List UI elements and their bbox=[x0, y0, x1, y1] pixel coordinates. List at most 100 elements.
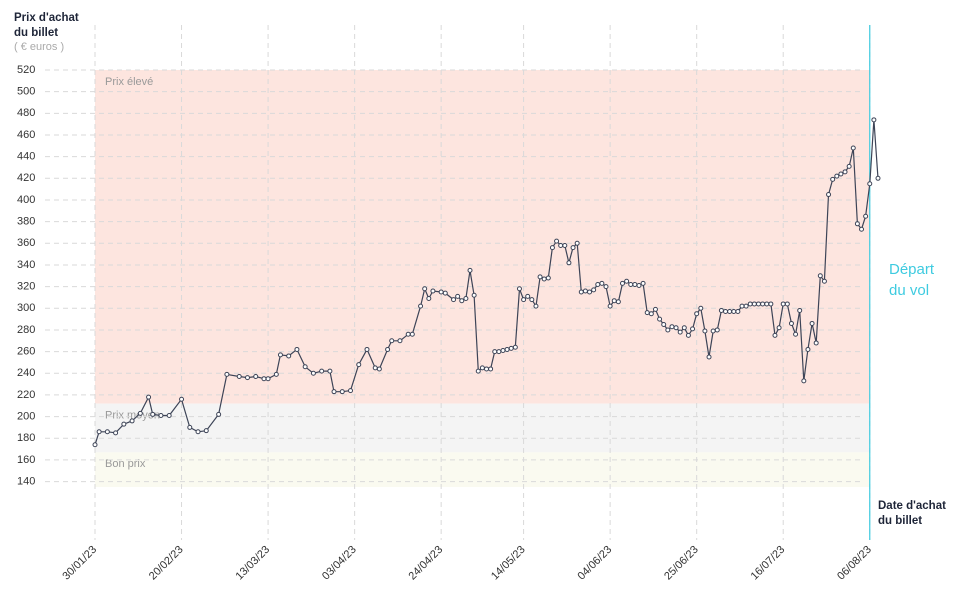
price-point bbox=[389, 338, 395, 344]
price-point bbox=[776, 325, 782, 331]
x-tick-label: 04/06/23 bbox=[576, 544, 615, 583]
price-point bbox=[809, 320, 815, 326]
price-point bbox=[801, 378, 807, 384]
y-tick-label: 500 bbox=[17, 86, 35, 98]
price-point bbox=[566, 260, 572, 266]
price-point bbox=[525, 293, 531, 299]
price-point bbox=[652, 306, 658, 312]
x-axis-label: du billet bbox=[878, 515, 922, 527]
price-point bbox=[595, 281, 601, 287]
price-band bbox=[95, 70, 870, 404]
price-point bbox=[253, 374, 259, 380]
price-point bbox=[137, 410, 143, 416]
price-point bbox=[615, 299, 621, 305]
y-tick-label: 220 bbox=[17, 389, 35, 401]
price-point bbox=[821, 278, 827, 284]
price-point bbox=[409, 331, 415, 337]
price-point bbox=[442, 290, 448, 296]
price-point bbox=[735, 309, 741, 315]
y-tick-label: 460 bbox=[17, 129, 35, 141]
price-point bbox=[859, 226, 865, 232]
price-point bbox=[694, 311, 700, 317]
price-point bbox=[562, 242, 568, 248]
price-point bbox=[554, 238, 560, 244]
price-point bbox=[673, 325, 679, 331]
price-point bbox=[587, 289, 593, 295]
price-point bbox=[418, 303, 424, 309]
price-point bbox=[743, 303, 749, 309]
price-point bbox=[690, 326, 696, 332]
price-point bbox=[310, 370, 316, 376]
x-tick-label: 25/06/23 bbox=[662, 544, 701, 583]
price-point bbox=[327, 368, 333, 374]
price-point bbox=[768, 301, 774, 307]
y-tick-label: 200 bbox=[17, 411, 35, 423]
price-point bbox=[104, 429, 110, 435]
price-point bbox=[772, 332, 778, 338]
price-point bbox=[574, 240, 580, 246]
price-point bbox=[261, 376, 267, 382]
price-point bbox=[422, 286, 428, 292]
y-tick-label: 480 bbox=[17, 107, 35, 119]
price-point bbox=[286, 353, 292, 359]
price-point bbox=[657, 316, 663, 322]
price-point bbox=[451, 297, 457, 303]
price-point bbox=[150, 411, 156, 417]
price-point bbox=[710, 328, 716, 334]
price-point bbox=[648, 311, 654, 317]
y-tick-label: 440 bbox=[17, 151, 35, 163]
price-point bbox=[504, 346, 510, 352]
price-point bbox=[838, 171, 844, 177]
x-tick-label: 20/02/23 bbox=[147, 544, 186, 583]
price-point bbox=[96, 429, 102, 435]
price-point bbox=[488, 366, 494, 372]
price-point bbox=[426, 296, 432, 302]
price-point bbox=[364, 346, 370, 352]
price-point bbox=[484, 366, 489, 372]
price-point bbox=[764, 301, 770, 307]
price-point bbox=[640, 280, 646, 286]
price-point bbox=[755, 301, 761, 307]
price-point bbox=[195, 429, 201, 435]
price-point bbox=[302, 364, 308, 370]
price-point bbox=[706, 354, 712, 360]
price-point bbox=[793, 331, 799, 337]
price-point bbox=[747, 301, 753, 307]
price-point bbox=[723, 309, 729, 315]
price-point bbox=[669, 324, 675, 330]
price-point bbox=[817, 273, 823, 279]
price-point bbox=[545, 275, 551, 281]
price-point bbox=[533, 303, 539, 309]
y-tick-label: 180 bbox=[17, 432, 35, 444]
price-point bbox=[661, 322, 667, 328]
y-tick-label: 360 bbox=[17, 237, 35, 249]
price-point bbox=[500, 348, 506, 354]
price-point bbox=[624, 278, 630, 284]
price-point bbox=[665, 327, 671, 333]
price-point bbox=[277, 352, 283, 358]
y-tick-label: 400 bbox=[17, 194, 35, 206]
price-point bbox=[348, 388, 354, 394]
y-axis-label: du billet bbox=[14, 27, 58, 39]
price-point bbox=[339, 389, 345, 395]
price-point bbox=[875, 175, 881, 181]
price-point bbox=[549, 245, 555, 251]
price-point bbox=[871, 117, 877, 123]
price-point bbox=[537, 274, 543, 280]
x-axis-label: Date d'achat bbox=[878, 500, 946, 512]
price-point bbox=[294, 346, 300, 352]
y-axis-unit: ( € euros ) bbox=[14, 41, 64, 53]
price-point bbox=[582, 288, 588, 294]
price-point bbox=[438, 289, 444, 295]
price-point bbox=[558, 242, 564, 248]
price-point bbox=[496, 349, 502, 355]
y-tick-label: 280 bbox=[17, 324, 35, 336]
y-tick-label: 160 bbox=[17, 454, 35, 466]
price-point bbox=[430, 288, 436, 294]
price-point bbox=[826, 192, 832, 198]
price-point bbox=[714, 327, 720, 333]
annotation: du vol bbox=[889, 282, 929, 299]
price-point bbox=[512, 344, 518, 350]
x-tick-label: 06/08/23 bbox=[835, 544, 874, 583]
